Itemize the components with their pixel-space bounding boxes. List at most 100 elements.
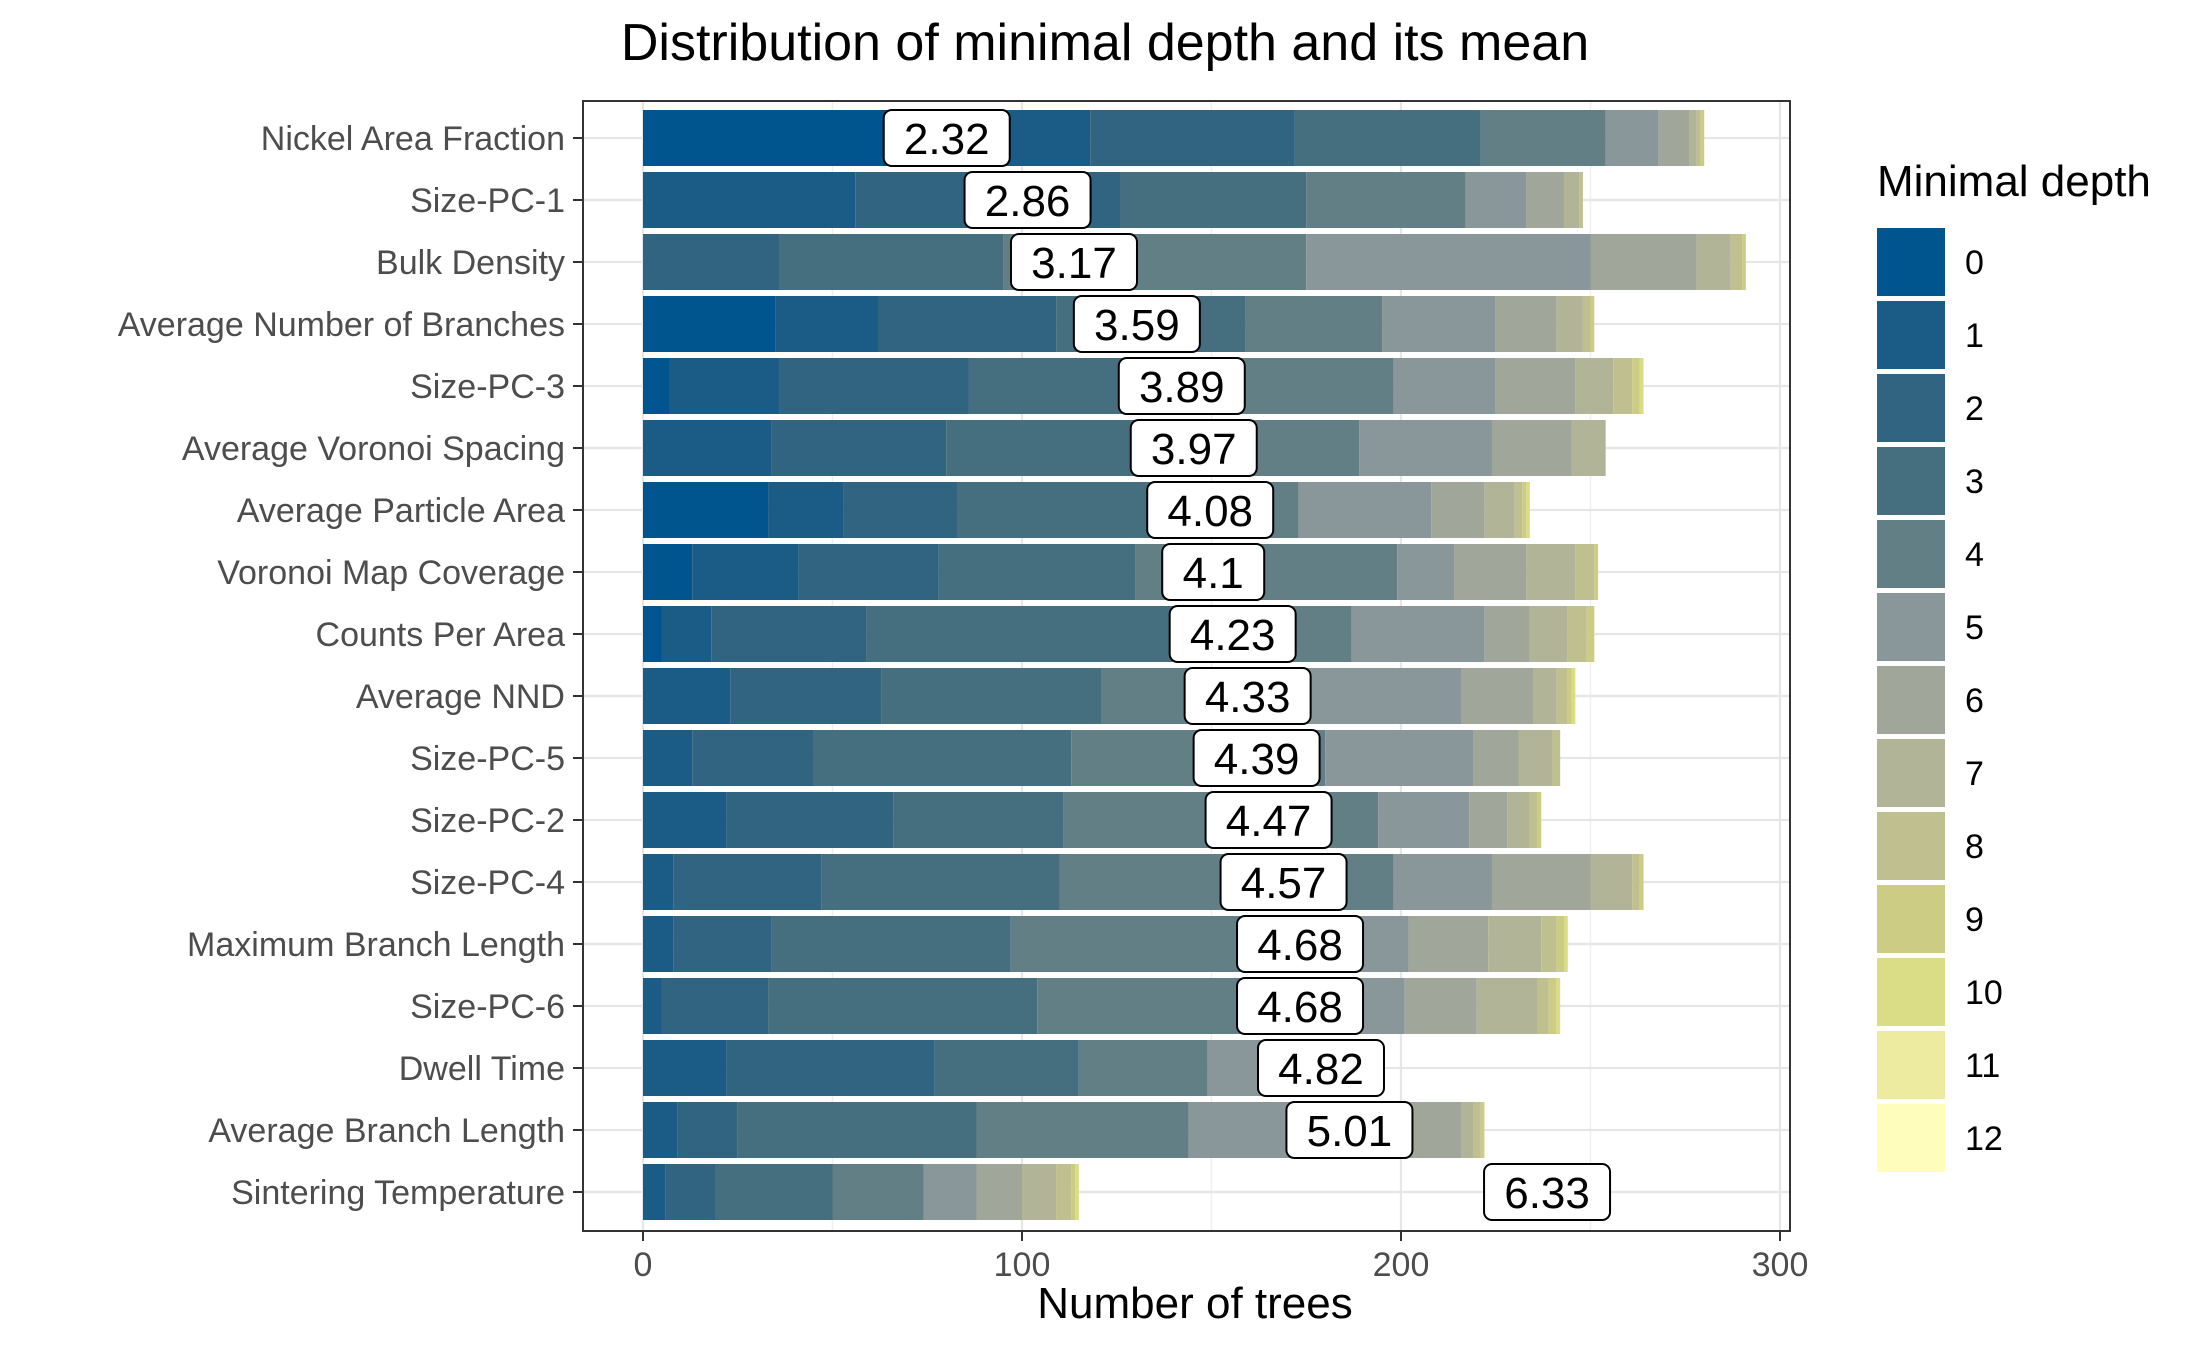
bar-segment-depth-4 (1480, 110, 1606, 166)
y-tick-label: Average Number of Branches (118, 306, 565, 344)
y-tick-label: Maximum Branch Length (187, 926, 565, 964)
bar-segment-depth-7 (1556, 296, 1583, 352)
mean-label-text: 4.68 (1257, 921, 1343, 970)
bar-segment-depth-7 (1689, 110, 1697, 166)
bar-segment-depth-10 (1571, 668, 1576, 724)
bar-segment-depth-7 (1022, 1164, 1057, 1220)
mean-label-box (963, 171, 1092, 229)
bar-segment-depth-2 (673, 854, 822, 910)
bar-segment-depth-1 (643, 792, 727, 848)
bar-segment-depth-7 (1563, 172, 1580, 228)
bar-segment-depth-8 (1556, 668, 1568, 724)
y-tick-label: Size-PC-2 (410, 802, 565, 840)
bar-segment-depth-2 (673, 916, 772, 972)
bar-segment-depth-8 (1056, 1164, 1072, 1220)
bar-segment-depth-5 (1393, 358, 1496, 414)
mean-label-text: 3.17 (1031, 239, 1117, 288)
bar-segment-depth-6 (1495, 358, 1576, 414)
x-axis-title: Number of trees (1037, 1279, 1352, 1328)
bar-segment-depth-8 (1575, 544, 1595, 600)
bar-segment-depth-9 (1071, 1164, 1076, 1220)
mean-label-box (1146, 481, 1275, 539)
mean-label: 4.1 (1161, 543, 1266, 601)
mean-label: 6.33 (1483, 1163, 1612, 1221)
bar-segment-depth-7 (1529, 606, 1568, 662)
bar-segment-depth-6 (1473, 730, 1519, 786)
bar-segment-depth-8 (1552, 730, 1561, 786)
bar-segment-depth-6 (1495, 296, 1557, 352)
bar-segment-depth-0 (643, 110, 913, 166)
bar-segment-depth-3 (1120, 172, 1307, 228)
legend-label: 8 (1965, 828, 1984, 866)
bar-segment-depth-5 (1397, 544, 1455, 600)
mean-label: 4.68 (1236, 977, 1365, 1035)
bar-segment-depth-1 (692, 544, 799, 600)
legend-swatch (1877, 885, 1945, 953)
legend-swatch (1877, 1031, 1945, 1099)
mean-label-text: 4.57 (1241, 859, 1327, 908)
bar-segment-depth-7 (1526, 544, 1576, 600)
bar-segment-depth-1 (661, 606, 712, 662)
mean-label-box (1285, 1101, 1414, 1159)
bar-segment-depth-0 (643, 606, 662, 662)
mean-label-box (882, 109, 1011, 167)
bar-segment-depth-2 (798, 544, 939, 600)
mean-label-text: 2.32 (904, 115, 990, 164)
bar-segment-depth-5 (1306, 234, 1591, 290)
bar-segment-depth-2 (726, 792, 894, 848)
bar-segment-depth-3 (1294, 110, 1481, 166)
bar-segment-depth-5 (1359, 420, 1492, 476)
bar-segment-depth-3 (938, 544, 1136, 600)
bar-segment-depth-9 (1586, 606, 1595, 662)
x-tick-label: 100 (994, 1246, 1051, 1284)
mean-label-box (1256, 1039, 1385, 1097)
bar-segment-depth-7 (1476, 978, 1538, 1034)
bar-segment-depth-8 (1529, 792, 1538, 848)
mean-label-box (1161, 543, 1266, 601)
bar-segment-depth-9 (1522, 482, 1527, 538)
bar-segment-depth-10 (1556, 978, 1561, 1034)
mean-label-box (1204, 791, 1333, 849)
bar-segment-depth-4 (1306, 172, 1466, 228)
y-tick-label: Size-PC-1 (410, 182, 565, 220)
bar-segment-depth-3 (957, 482, 1174, 538)
mean-label-box (1009, 233, 1138, 291)
bar-segment-depth-2 (665, 1164, 716, 1220)
bar-segment-depth-2 (1090, 110, 1295, 166)
bar-segment-depth-10 (1526, 482, 1530, 538)
bar-segment-depth-5 (1382, 296, 1496, 352)
bar-segment-depth-10 (1563, 916, 1568, 972)
bar-segment-depth-4 (976, 1102, 1189, 1158)
bar-segment-depth-6 (1658, 110, 1690, 166)
mean-label-text: 6.33 (1504, 1169, 1590, 1218)
bar-segment-depth-8 (1632, 854, 1640, 910)
bar-segment-depth-3 (813, 730, 1072, 786)
mean-label-text: 4.39 (1214, 735, 1300, 784)
legend-swatch (1877, 739, 1945, 807)
bar-segment-depth-6 (1454, 544, 1527, 600)
bar-segment-depth-9 (1548, 978, 1557, 1034)
bar-segment-depth-6 (1590, 234, 1697, 290)
bar-segment-depth-5 (1378, 792, 1470, 848)
bar-segment-depth-5 (1291, 668, 1462, 724)
mean-label: 4.47 (1204, 791, 1333, 849)
bar-segment-depth-5 (923, 1164, 977, 1220)
bar-segment-depth-6 (1408, 916, 1489, 972)
y-axis: Nickel Area Fraction Size-PC-1 Bulk Densit… (118, 120, 583, 1212)
mean-label-box (1183, 667, 1312, 725)
bar-segment-depth-4 (1245, 296, 1383, 352)
mean-label: 4.57 (1219, 853, 1348, 911)
mean-label-box (1072, 295, 1201, 353)
bar-segment-depth-8 (1582, 296, 1591, 352)
bar-segment-depth-7 (1575, 358, 1614, 414)
y-tick-label: Average Voronoi Spacing (182, 430, 565, 468)
bar-segment-depth-1 (643, 1164, 666, 1220)
x-tick-label: 300 (1752, 1246, 1809, 1284)
bar-segment-depth-8 (1613, 358, 1633, 414)
bar-segment-depth-9 (1556, 916, 1564, 972)
bar-segment-depth-9 (1567, 668, 1572, 724)
legend-label: 11 (1965, 1047, 2000, 1085)
y-tick-label: Average NND (356, 678, 565, 716)
